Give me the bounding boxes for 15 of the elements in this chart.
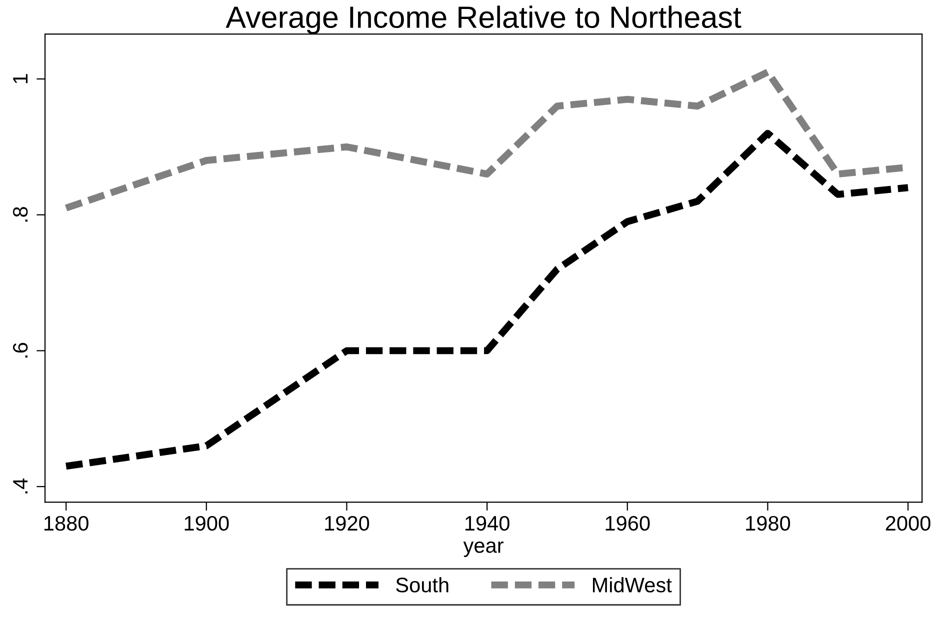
- x-tick-label: 1880: [44, 516, 88, 531]
- legend-label: South: [396, 577, 448, 592]
- x-tick-label: 1960: [606, 516, 650, 531]
- x-axis-title: year: [463, 541, 504, 558]
- x-tick-label: 1980: [746, 516, 790, 531]
- x-tick-label: 2000: [886, 516, 930, 531]
- y-tick-label: .6: [12, 342, 28, 358]
- legend-label: MidWest: [592, 577, 672, 592]
- y-tick-label: .4: [13, 478, 28, 494]
- chart-title: Average Income Relative to Northeast: [226, 6, 742, 34]
- x-tick-label: 1900: [184, 516, 229, 531]
- y-tick-label: .8: [12, 207, 28, 222]
- x-tick-label: 1920: [325, 516, 370, 531]
- y-tick-label: 1: [13, 74, 28, 84]
- x-tick-label: 1940: [465, 516, 510, 531]
